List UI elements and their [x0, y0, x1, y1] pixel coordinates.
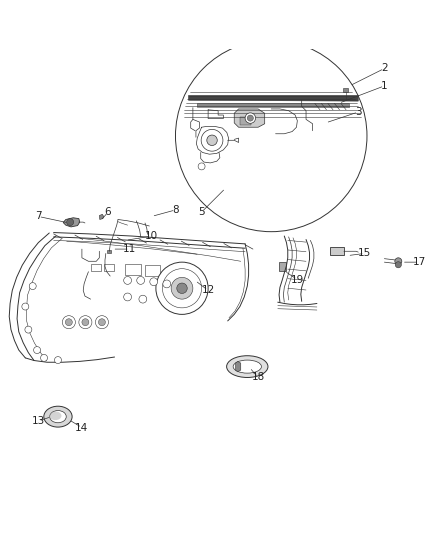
Polygon shape	[91, 264, 102, 271]
Circle shape	[150, 278, 158, 286]
Circle shape	[177, 283, 187, 294]
Text: 2: 2	[381, 63, 388, 74]
Circle shape	[395, 262, 401, 268]
Text: 11: 11	[123, 244, 136, 254]
Text: 15: 15	[358, 248, 371, 259]
Polygon shape	[99, 214, 104, 220]
Circle shape	[95, 316, 109, 329]
Circle shape	[62, 316, 75, 329]
Text: 5: 5	[198, 207, 205, 217]
Circle shape	[171, 277, 193, 299]
Circle shape	[25, 326, 32, 333]
Circle shape	[163, 280, 171, 288]
Text: 19: 19	[291, 274, 304, 285]
Circle shape	[99, 319, 106, 326]
Circle shape	[245, 113, 255, 123]
Circle shape	[54, 357, 61, 364]
Circle shape	[207, 135, 217, 146]
Circle shape	[67, 219, 74, 225]
Circle shape	[41, 354, 47, 361]
Circle shape	[176, 40, 367, 232]
Ellipse shape	[44, 406, 72, 427]
Circle shape	[34, 346, 41, 353]
Circle shape	[395, 258, 402, 265]
Polygon shape	[236, 361, 241, 372]
Ellipse shape	[226, 356, 268, 377]
Bar	[330, 247, 344, 255]
Polygon shape	[343, 88, 348, 92]
Text: 17: 17	[413, 257, 426, 267]
Polygon shape	[63, 218, 80, 227]
Circle shape	[201, 130, 223, 151]
Text: 7: 7	[35, 212, 42, 221]
Polygon shape	[234, 109, 265, 127]
Text: 13: 13	[32, 416, 45, 426]
Polygon shape	[197, 104, 350, 108]
Bar	[145, 265, 160, 276]
Circle shape	[139, 295, 147, 303]
Text: 3: 3	[355, 107, 362, 117]
Text: 8: 8	[172, 205, 179, 215]
Ellipse shape	[49, 411, 61, 420]
Circle shape	[79, 316, 92, 329]
Ellipse shape	[233, 360, 261, 373]
Circle shape	[124, 293, 131, 301]
Ellipse shape	[49, 410, 66, 423]
Text: 12: 12	[201, 286, 215, 295]
Text: 1: 1	[381, 81, 388, 91]
Circle shape	[247, 115, 253, 121]
Bar	[240, 117, 251, 125]
Text: 10: 10	[145, 231, 158, 241]
Circle shape	[162, 269, 201, 308]
Polygon shape	[107, 250, 111, 254]
Text: 18: 18	[251, 373, 265, 383]
Bar	[279, 262, 286, 271]
Circle shape	[137, 277, 145, 284]
Circle shape	[22, 303, 29, 310]
Polygon shape	[104, 264, 114, 271]
Polygon shape	[188, 95, 358, 101]
Bar	[125, 264, 141, 275]
Text: 14: 14	[75, 423, 88, 433]
Circle shape	[124, 277, 131, 284]
Circle shape	[198, 163, 205, 170]
Circle shape	[82, 319, 89, 326]
Circle shape	[156, 262, 208, 314]
Circle shape	[65, 319, 72, 326]
Circle shape	[29, 282, 36, 289]
Text: 6: 6	[105, 207, 111, 217]
